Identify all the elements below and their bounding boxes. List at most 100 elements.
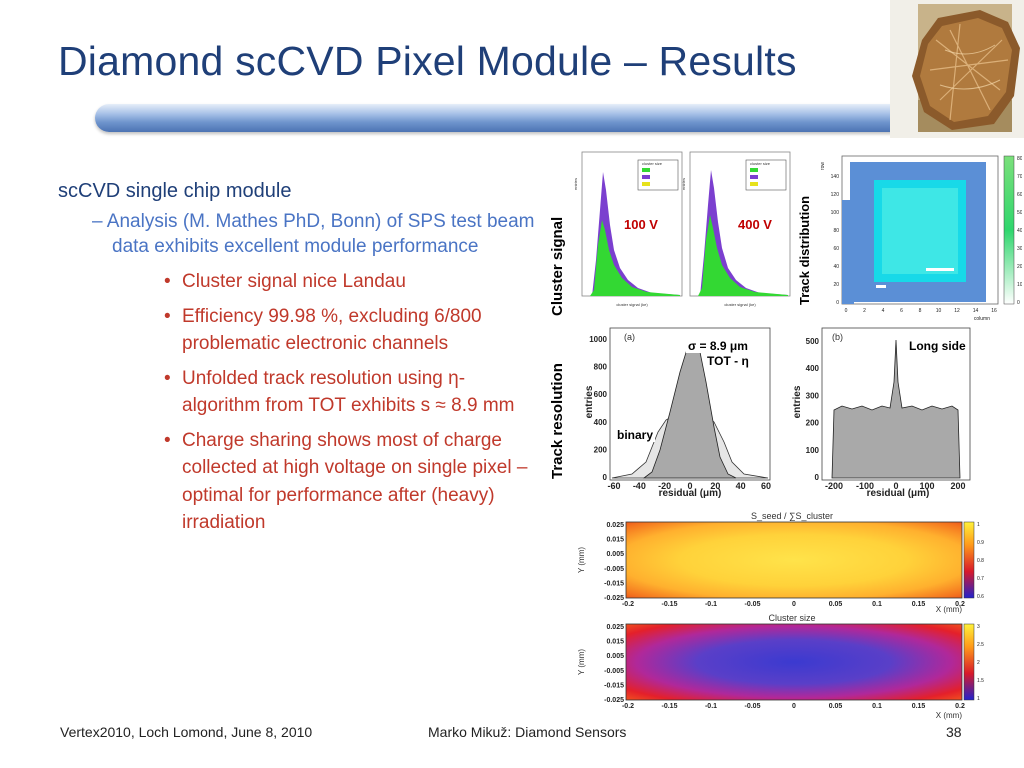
map1-x-tick: 0.1 [872,601,882,608]
map1-y-tick: 0.015 [606,537,624,544]
map2-scale-tick: 3 [977,624,980,630]
hist-a-y-tick: 0 [603,473,608,482]
map2-scale-ticks: 3 2.5 2 1.5 1 [977,624,984,702]
track-scale-tick: 4000 [1017,228,1022,234]
track-x-tick: 10 [936,308,942,314]
map2-x-tick: 0.15 [912,703,926,710]
entries-ylabel: entries [792,385,803,418]
track-x-tick: 2 [863,308,866,314]
sigma-label: σ = 8.9 μm [686,339,750,353]
hist-a-y-tick: 600 [594,390,608,399]
map1-scale-tick: 0.9 [977,540,984,546]
map1-y-tick: -0.025 [604,595,624,602]
track-x-tick: 0 [845,308,848,314]
track-x-tick: 6 [900,308,903,314]
map2-scale-tick: 2.5 [977,642,984,648]
map2-x-tick: -0.1 [705,703,717,710]
bullet-level3-item: • Cluster signal nice Landau [164,268,538,295]
hist-a-x-tick: -60 [607,481,620,491]
hist-b-y-tick: 500 [806,337,820,346]
footer-page-number: 38 [946,724,962,740]
hist-b-y-ticks: 500 400 300 200 100 0 [806,337,820,482]
hist-b-y-tick: 0 [815,473,820,482]
track-y-tick: 0 [836,300,839,306]
map2-y-tick: -0.015 [604,682,624,689]
track-x-ticks: 0 2 4 6 8 10 12 14 16 [845,308,997,314]
hist-a-y-tick: 400 [594,418,608,427]
hist-b-y-tick: 300 [806,391,820,400]
track-y-tick: 100 [831,210,840,216]
map1-x-tick: -0.2 [622,601,634,608]
bullet-dot-icon: • [164,430,171,452]
map1-y-tick: -0.015 [604,580,624,587]
track-x-tick: 12 [954,308,960,314]
map1-ylabel: Y (mm) [577,547,586,573]
map1-x-tick: 0.15 [912,601,926,608]
hist-b-y-tick: 400 [806,364,820,373]
hist-a-x-tick: 0 [687,481,692,491]
cluster-signal-label: Cluster signal [549,216,566,316]
map1-scale-ticks: 1 0.9 0.8 0.7 0.6 [977,522,984,600]
track-y-tick: 60 [833,246,839,252]
hist-a-x-tick: 40 [736,481,746,491]
map2-title: Cluster size [768,613,815,623]
map1-y-tick: 0.005 [606,551,624,558]
map2-x-tick: 0.2 [955,703,965,710]
track-distribution-label: Track distribution [797,195,812,305]
hist-b-x-tick: 200 [950,481,965,491]
track-y-tick: 120 [831,192,840,198]
track-scale-tick: 0 [1017,300,1020,306]
track-y-tick: 20 [833,282,839,288]
panel-b-label: (b) [832,332,843,342]
cluster-size-map: -0.2 -0.15 -0.1 -0.05 0 0.05 0.1 0.15 0.2 0.0250… [577,613,984,720]
track-y-ticks: 140 120 100 80 60 40 20 0 [831,174,840,306]
map1-x-tick: -0.15 [662,601,678,608]
track-y-tick: 40 [833,264,839,270]
map1-y-tick: 0.025 [606,522,624,529]
entries-ylabel: entries [584,385,595,418]
track-y-tick: 140 [831,174,840,180]
map1-y-ticks: 0.025 0.015 0.005 -0.005 -0.015 -0.025 [604,522,624,602]
bullet-level1: scCVD single chip module [58,180,292,202]
hist-b-x-tick: 100 [919,481,934,491]
footer-author: Marko Mikuž: Diamond Sensors [428,724,627,740]
hist-a-x-tick: 60 [761,481,771,491]
bullet-level3-item: • Efficiency 99.98 %, excluding 6/800 pro… [164,303,538,357]
map2-y-tick: -0.005 [604,668,624,675]
hist-a-x-tick: -40 [633,481,646,491]
hist-a-y-ticks: 1000 800 600 400 200 0 [589,335,607,482]
legend-title: cluster size [642,161,663,166]
bullet-dot-icon: • [164,270,171,292]
map2-y-tick: 0.025 [606,624,624,631]
footer-event: Vertex2010, Loch Lomond, June 8, 2010 [60,724,313,740]
bullet-level3-item: • Charge sharing shows most of charge col… [164,427,538,536]
map2-scale-tick: 1 [977,696,980,702]
track-ylabel: row [820,162,826,170]
map2-x-ticks: -0.2 -0.15 -0.1 -0.05 0 0.05 0.1 0.15 0.2 [622,703,965,710]
track-y-tick: 80 [833,228,839,234]
hist-a-x-tick: 20 [710,481,720,491]
track-scale-tick: 1000 [1017,282,1022,288]
map2-x-tick: 0.1 [872,703,882,710]
residual-xlabel: residual (μm) [659,488,722,499]
bullet-text: Charge sharing shows most of charge coll… [182,430,528,533]
residual-xlabel: residual (μm) [867,488,930,499]
bullet-list: scCVD single chip module – Analysis (M. … [58,180,538,544]
map2-xlabel: X (mm) [936,711,963,720]
hist-b-y-tick: 100 [806,446,820,455]
hist-a-x-ticks: -60 -40 -20 0 20 40 60 [607,481,771,491]
voltage-400-label: 400 V [736,217,774,232]
hist-b-y-tick: 200 [806,419,820,428]
map2-scale-tick: 2 [977,660,980,666]
map2-x-tick: 0.05 [829,703,843,710]
map2-x-tick: 0 [792,703,796,710]
map2-scale-tick: 1.5 [977,678,984,684]
track-x-tick: 14 [973,308,979,314]
map2-y-tick: 0.015 [606,639,624,646]
legend-title: cluster size [750,161,771,166]
title-underline-bar [95,104,935,132]
bullet-text: Efficiency 99.98 %, excluding 6/800 prob… [182,305,482,354]
map1-scale-tick: 1 [977,522,980,528]
